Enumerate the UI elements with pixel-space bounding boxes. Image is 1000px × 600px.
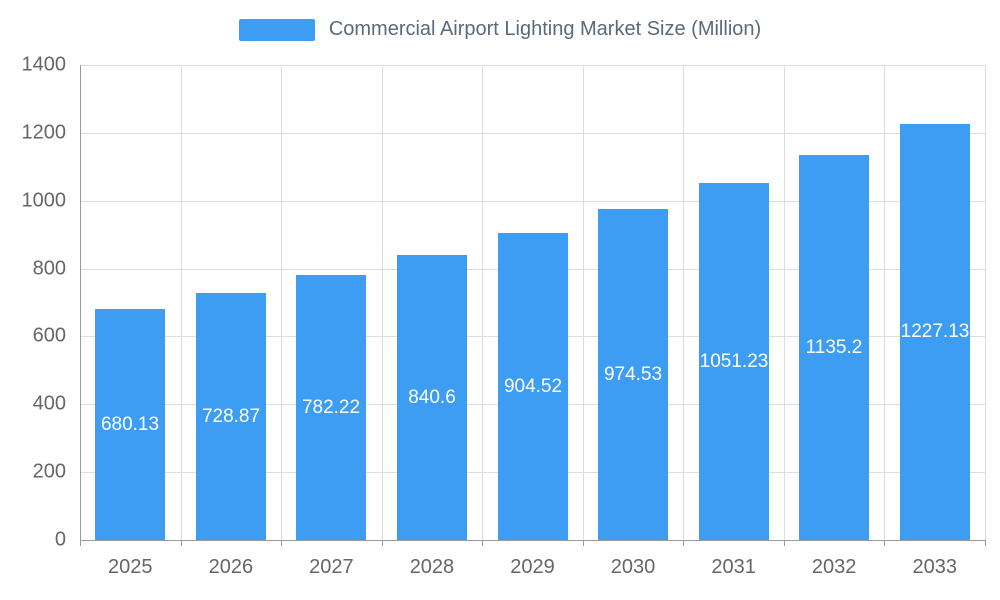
x-axis-tick-label: 2025 bbox=[108, 556, 153, 578]
bar-value-label: 1051.23 bbox=[699, 350, 769, 372]
x-axis-tick-label: 2026 bbox=[208, 556, 254, 578]
y-axis-tick-label: 600 bbox=[32, 324, 66, 347]
x-axis-tick-mark bbox=[381, 540, 383, 546]
bar-value-label: 1227.13 bbox=[900, 321, 970, 342]
bar: 782.22 bbox=[296, 275, 366, 540]
v-gridline bbox=[783, 65, 785, 540]
x-axis-tick-label: 2027 bbox=[309, 556, 354, 578]
x-axis-tick-label: 2031 bbox=[711, 556, 756, 578]
x-axis-tick-mark bbox=[985, 540, 986, 546]
x-axis-tick-mark bbox=[683, 540, 685, 546]
bar-value-label: 840.6 bbox=[408, 386, 456, 408]
bar: 904.52 bbox=[498, 233, 568, 540]
x-axis-tick-mark bbox=[783, 540, 785, 546]
bar-value-label: 1135.2 bbox=[805, 336, 863, 358]
x-axis-tick-label: 2028 bbox=[409, 556, 455, 578]
v-gridline bbox=[582, 65, 584, 540]
bar-value-label: 782.22 bbox=[301, 396, 361, 418]
x-axis-tick-mark bbox=[180, 540, 182, 546]
v-gridline bbox=[281, 65, 283, 540]
bar: 728.87 bbox=[196, 293, 266, 540]
v-gridline bbox=[884, 65, 886, 540]
bar-value-label: 728.87 bbox=[201, 405, 261, 427]
y-axis-tick-label: 1200 bbox=[21, 121, 67, 144]
v-gridline bbox=[482, 65, 484, 540]
legend-swatch[interactable] bbox=[238, 18, 315, 41]
bar: 1135.2 bbox=[799, 155, 869, 540]
bar: 680.13 bbox=[95, 309, 165, 540]
x-axis-tick-mark bbox=[482, 540, 484, 546]
bar-value-label: 680.13 bbox=[100, 413, 160, 435]
v-gridline bbox=[985, 65, 986, 540]
y-axis-tick-label: 800 bbox=[32, 257, 66, 280]
chart-title: Commercial Airport Lighting Market Size … bbox=[328, 18, 762, 40]
y-axis-tick-label: 200 bbox=[32, 460, 66, 483]
x-axis-line bbox=[80, 540, 985, 541]
legend[interactable]: Commercial Airport Lighting Market Size … bbox=[0, 18, 1000, 41]
x-axis-tick-mark bbox=[281, 540, 283, 546]
v-gridline bbox=[683, 65, 685, 540]
y-axis-line bbox=[80, 65, 81, 540]
bar: 1051.23 bbox=[699, 183, 769, 540]
h-gridline bbox=[80, 200, 985, 202]
x-axis-tick-mark bbox=[582, 540, 584, 546]
bar: 1227.13 bbox=[900, 124, 970, 540]
y-axis-tick-label: 1400 bbox=[21, 53, 67, 76]
bar-value-label: 974.53 bbox=[603, 363, 663, 385]
x-axis-tick-label: 2029 bbox=[510, 556, 555, 578]
bar: 840.6 bbox=[397, 255, 467, 540]
v-gridline bbox=[180, 65, 182, 540]
x-axis-tick-label: 2030 bbox=[610, 556, 656, 578]
v-gridline bbox=[381, 65, 383, 540]
x-axis-tick-mark bbox=[884, 540, 886, 546]
y-axis-tick-label: 0 bbox=[54, 528, 66, 551]
bar-value-label: 904.52 bbox=[503, 375, 563, 397]
y-axis-tick-label: 400 bbox=[32, 392, 66, 415]
bar: 974.53 bbox=[598, 209, 668, 540]
h-gridline bbox=[80, 132, 985, 134]
h-gridline bbox=[80, 65, 985, 66]
x-axis-tick-label: 2033 bbox=[912, 556, 957, 578]
y-axis-tick-label: 1000 bbox=[21, 189, 67, 212]
x-axis-tick-label: 2032 bbox=[811, 556, 857, 578]
x-axis-tick-mark bbox=[80, 540, 81, 546]
